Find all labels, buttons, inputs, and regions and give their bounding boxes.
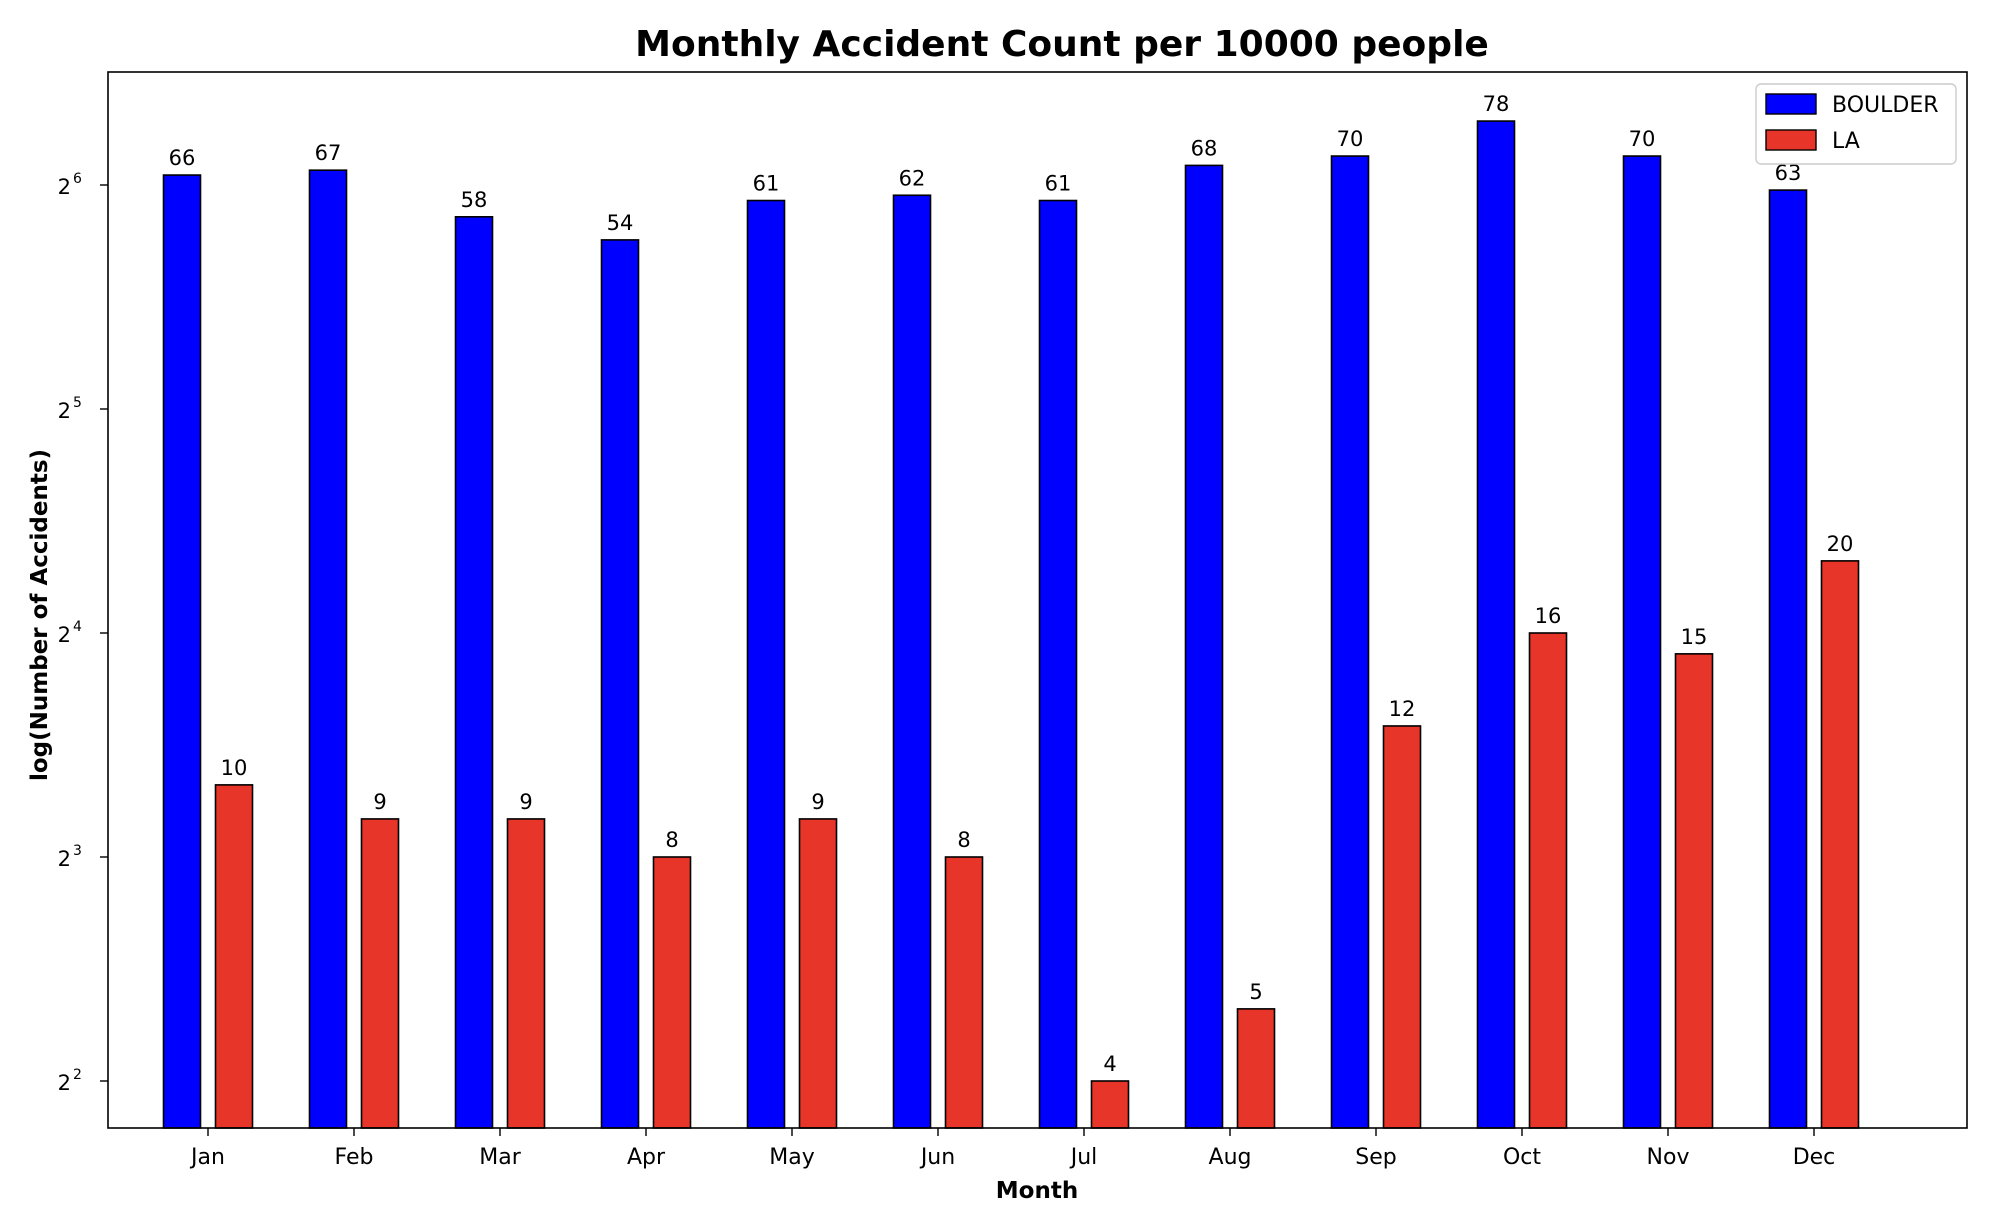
data-label-la-jan: 10 xyxy=(221,756,248,780)
x-tick-label-oct: Oct xyxy=(1503,1145,1541,1170)
y-tick-label: 2 xyxy=(58,1071,71,1095)
x-tick-label-feb: Feb xyxy=(335,1145,374,1170)
bar-boulder-dec xyxy=(1768,189,1808,1129)
bar-boulder-nov xyxy=(1622,155,1662,1129)
bar-boulder-mar xyxy=(454,216,494,1129)
data-label-la-may: 9 xyxy=(811,790,824,814)
data-label-boulder-jan: 66 xyxy=(169,146,196,170)
plot-frame xyxy=(107,71,1968,1129)
bar-la-apr xyxy=(652,856,692,1129)
x-axis-label: Month xyxy=(996,1178,1078,1204)
bar-boulder-apr xyxy=(600,239,640,1129)
bar-la-sep xyxy=(1382,725,1422,1129)
y-tick-label: 2 xyxy=(58,847,71,871)
data-label-la-dec: 20 xyxy=(1827,532,1854,556)
data-label-boulder-oct: 78 xyxy=(1483,92,1510,116)
y-tick-label: 2 xyxy=(58,175,71,199)
bar-boulder-feb xyxy=(308,169,348,1129)
x-tick-label-jul: Jul xyxy=(1069,1145,1098,1170)
data-labels-layer: 66 67 58 54 61 62 61 68 70 78 70 63 10 9 9 8 9 8 4 5 12 16 15 2… xyxy=(169,92,1854,1076)
bar-la-feb xyxy=(360,818,400,1129)
data-label-la-apr: 8 xyxy=(665,828,678,852)
data-label-la-jul: 4 xyxy=(1103,1052,1116,1076)
legend-swatch-boulder xyxy=(1765,93,1817,115)
bar-la-may xyxy=(798,818,838,1129)
x-tick-label-apr: Apr xyxy=(627,1145,666,1170)
bar-boulder-sep xyxy=(1330,155,1370,1129)
data-label-boulder-sep: 70 xyxy=(1337,127,1364,151)
data-label-boulder-jun: 62 xyxy=(899,166,926,190)
y-axis-ticks: 2 22 32 42 52 6 xyxy=(58,171,108,1095)
bar-boulder-oct xyxy=(1476,120,1516,1129)
data-label-boulder-feb: 67 xyxy=(315,141,342,165)
data-label-boulder-may: 61 xyxy=(753,172,780,196)
bars-layer xyxy=(162,120,1860,1129)
data-label-la-oct: 16 xyxy=(1535,604,1562,628)
y-tick-exponent: 3 xyxy=(73,843,82,859)
y-axis-label: log(Number of Accidents) xyxy=(27,449,53,781)
legend-label-boulder: BOULDER xyxy=(1832,93,1939,118)
bar-la-jun xyxy=(944,856,984,1129)
x-tick-label-sep: Sep xyxy=(1355,1145,1396,1170)
data-label-boulder-nov: 70 xyxy=(1629,127,1656,151)
x-tick-label-may: May xyxy=(769,1145,814,1170)
data-label-boulder-jul: 61 xyxy=(1045,172,1072,196)
chart-title: Monthly Accident Count per 10000 people xyxy=(635,24,1489,65)
legend-label-la: LA xyxy=(1832,129,1860,154)
x-tick-label-jun: Jun xyxy=(919,1145,955,1170)
data-label-la-feb: 9 xyxy=(373,790,386,814)
y-tick-exponent: 5 xyxy=(73,395,82,411)
bar-boulder-may xyxy=(746,199,786,1129)
y-tick-exponent: 6 xyxy=(73,171,82,187)
y-tick-label: 2 xyxy=(58,623,71,647)
bar-la-dec xyxy=(1820,560,1860,1129)
x-tick-label-mar: Mar xyxy=(479,1145,521,1170)
y-tick-exponent: 4 xyxy=(73,619,82,635)
y-tick-label: 2 xyxy=(58,399,71,423)
bar-la-jul xyxy=(1090,1080,1130,1129)
bar-boulder-jun xyxy=(892,194,932,1129)
x-tick-label-dec: Dec xyxy=(1793,1145,1836,1170)
data-label-la-mar: 9 xyxy=(519,790,532,814)
data-label-la-jun: 8 xyxy=(957,828,970,852)
data-label-boulder-dec: 63 xyxy=(1775,161,1802,185)
bar-boulder-jan xyxy=(162,174,202,1129)
bar-la-aug xyxy=(1236,1008,1276,1129)
data-label-la-sep: 12 xyxy=(1389,697,1416,721)
data-label-la-aug: 5 xyxy=(1249,980,1262,1004)
x-tick-label-aug: Aug xyxy=(1209,1145,1252,1170)
data-label-boulder-aug: 68 xyxy=(1191,136,1218,160)
y-tick-exponent: 2 xyxy=(73,1067,82,1083)
bar-la-mar xyxy=(506,818,546,1129)
legend-swatch-la xyxy=(1765,129,1817,151)
bar-la-jan xyxy=(214,784,254,1129)
bar-boulder-aug xyxy=(1184,164,1224,1129)
x-tick-label-nov: Nov xyxy=(1647,1145,1690,1170)
x-tick-label-jan: Jan xyxy=(189,1145,225,1170)
x-axis-ticks: Jan Feb Mar Apr May Jun Jul Aug Sep Oct Nov Dec xyxy=(189,1128,1835,1170)
legend: BOULDER LA xyxy=(1755,83,1957,165)
bar-boulder-jul xyxy=(1038,199,1078,1129)
bar-la-oct xyxy=(1528,632,1568,1129)
bar-la-nov xyxy=(1674,653,1714,1129)
data-label-la-nov: 15 xyxy=(1681,625,1708,649)
data-label-boulder-apr: 54 xyxy=(607,211,634,235)
data-label-boulder-mar: 58 xyxy=(461,188,488,212)
